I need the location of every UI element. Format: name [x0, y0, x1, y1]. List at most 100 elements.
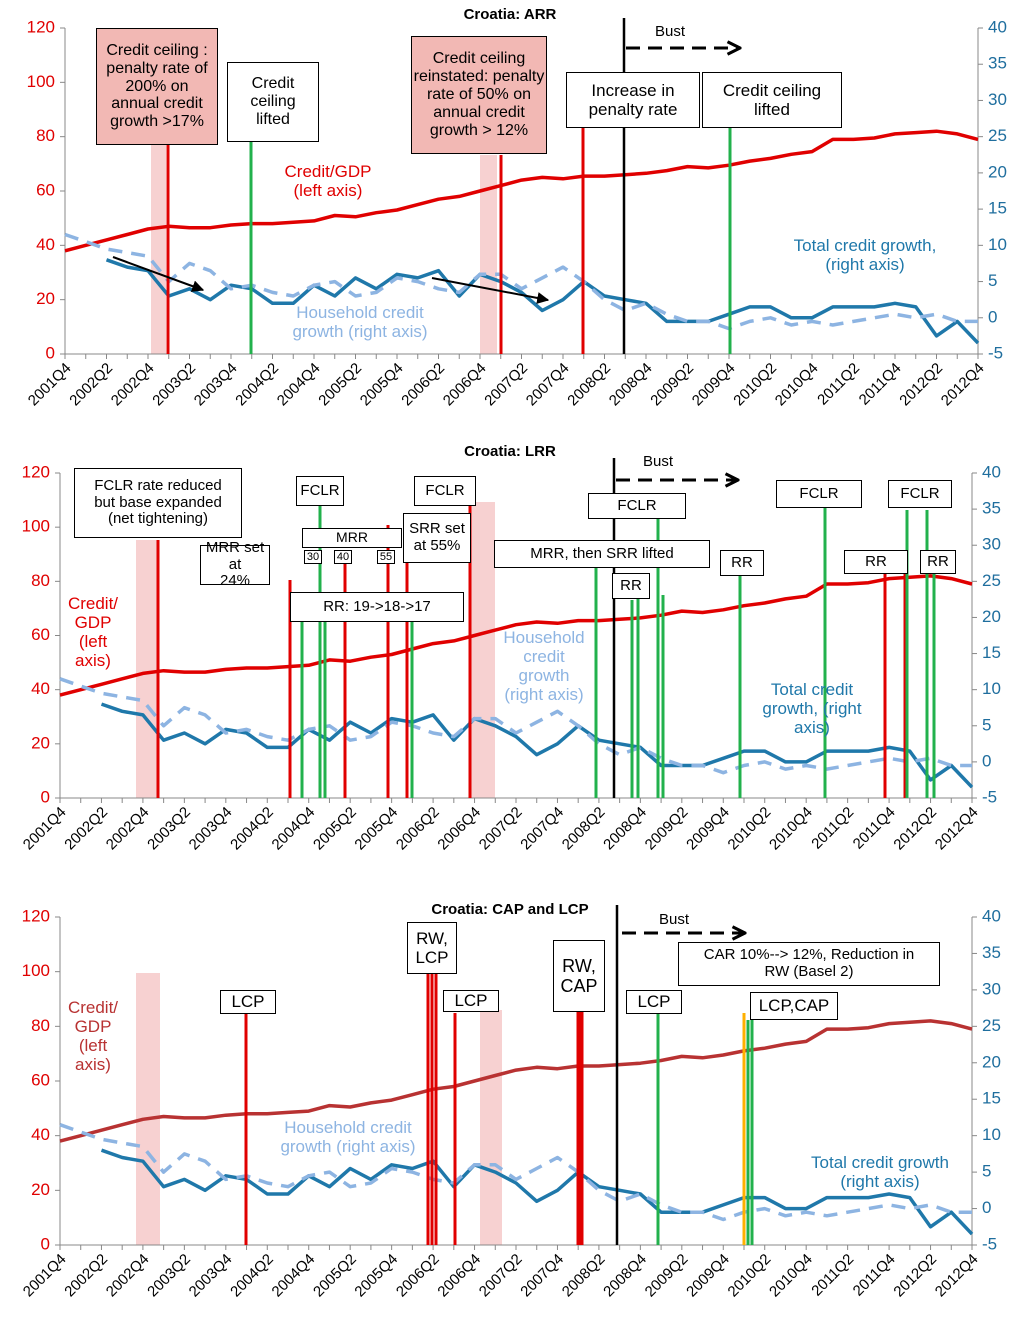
- series-line: [100, 702, 974, 789]
- x-tick-label: 2005Q2: [310, 1251, 360, 1301]
- y2-tick-label: 0: [982, 751, 991, 770]
- chart-title: Croatia: ARR: [464, 6, 557, 23]
- annotation: Increase in penalty rate: [566, 72, 700, 128]
- y-tick-label: 100: [27, 72, 55, 91]
- y-tick-label: 0: [46, 343, 55, 362]
- x-tick-label: 2006Q4: [434, 804, 484, 854]
- series-line: [59, 574, 973, 697]
- y-tick-label: 120: [27, 17, 55, 36]
- y2-tick-label: 30: [982, 535, 1001, 554]
- series-label: Household credit growth (right axis): [280, 1118, 416, 1157]
- y-tick-label: 80: [36, 126, 55, 145]
- x-tick-label: 2012Q2: [890, 1251, 940, 1301]
- y-tick-label: 100: [22, 961, 50, 980]
- y2-tick-label: 15: [982, 643, 1001, 662]
- series-line: [64, 232, 978, 331]
- annotation: LCP: [443, 990, 499, 1012]
- x-tick-label: 2011Q2: [814, 360, 863, 409]
- series-line: [59, 677, 972, 775]
- annotation: RR: [720, 550, 764, 576]
- annotation: FCLR: [888, 480, 952, 508]
- shade: [470, 502, 495, 798]
- x-tick-label: 2002Q4: [103, 804, 153, 854]
- y2-tick-label: 10: [982, 679, 1001, 698]
- x-tick-label: 2012Q4: [932, 1251, 982, 1301]
- shade: [136, 540, 158, 798]
- annotation: LCP: [626, 990, 682, 1014]
- annotation: RR: [612, 573, 650, 599]
- y-tick-label: 60: [31, 625, 50, 644]
- y2-tick-label: -5: [982, 1234, 997, 1253]
- x-tick-label: 2003Q2: [144, 1251, 194, 1301]
- shade: [151, 145, 166, 354]
- annotation: Credit ceiling : penalty rate of 200% on…: [96, 28, 218, 145]
- x-tick-label: 2010Q2: [730, 360, 780, 410]
- annotation: FCLR: [588, 493, 686, 519]
- annotation: 40: [334, 550, 352, 564]
- y-tick-label: 60: [36, 180, 55, 199]
- x-tick-label: 2005Q4: [351, 804, 401, 854]
- series-line: [59, 1123, 972, 1222]
- annotation: LCP: [220, 990, 276, 1014]
- y-tick-label: 40: [31, 1125, 50, 1144]
- annotation: SRR set at 55%: [403, 513, 471, 563]
- annotation: Bust: [654, 22, 685, 40]
- x-tick-label: 2011Q4: [850, 804, 899, 853]
- y-tick-label: 60: [31, 1070, 50, 1089]
- x-tick-label: 2007Q4: [517, 804, 567, 854]
- y-tick-label: 20: [31, 733, 50, 752]
- x-tick-label: 2006Q4: [434, 1251, 484, 1301]
- x-tick-label: 2004Q4: [274, 360, 324, 410]
- x-tick-label: 2003Q2: [149, 360, 199, 410]
- y2-tick-label: 20: [982, 1052, 1001, 1071]
- annotation: FCLR: [776, 480, 862, 508]
- series-label: Credit/ GDP (left axis): [67, 998, 119, 1075]
- series-label: Household credit growth (right axis): [292, 303, 428, 342]
- annotation: Credit ceiling lifted: [227, 62, 319, 142]
- x-tick-label: 2003Q4: [186, 804, 236, 854]
- x-tick-label: 2004Q2: [232, 360, 282, 410]
- y2-tick-label: 25: [982, 1016, 1001, 1035]
- shade: [480, 1010, 502, 1245]
- x-tick-label: 2011Q2: [808, 804, 857, 853]
- x-tick-label: 2009Q4: [689, 360, 739, 410]
- x-tick-label: 2010Q4: [766, 1251, 816, 1301]
- x-tick-label: 2006Q2: [393, 1251, 443, 1301]
- annotation: FCLR rate reduced but base expanded (net…: [74, 468, 242, 538]
- x-tick-label: 2010Q2: [725, 1251, 775, 1301]
- x-tick-label: 2001Q4: [25, 360, 75, 410]
- y2-tick-label: 0: [982, 1198, 991, 1217]
- annotation: 55: [377, 550, 395, 564]
- x-tick-label: 2009Q2: [647, 360, 697, 410]
- x-tick-label: 2006Q4: [440, 360, 490, 410]
- y2-tick-label: -5: [988, 343, 1003, 362]
- x-tick-label: 2012Q4: [932, 804, 982, 854]
- annotation: 30: [304, 550, 322, 564]
- annotation: RW, LCP: [407, 922, 457, 974]
- x-tick-label: 2002Q2: [61, 1251, 111, 1301]
- shade: [136, 973, 160, 1245]
- series-label: Credit/ GDP (left axis): [67, 594, 119, 671]
- y-tick-label: 120: [22, 462, 50, 481]
- y2-tick-label: 30: [988, 90, 1007, 109]
- x-tick-label: 2012Q2: [896, 360, 946, 410]
- series-line: [64, 129, 979, 253]
- x-tick-label: 2007Q2: [476, 804, 526, 854]
- y2-tick-label: 5: [988, 271, 997, 290]
- x-tick-label: 2008Q2: [559, 1251, 609, 1301]
- shade: [480, 155, 497, 354]
- y2-tick-label: 25: [982, 571, 1001, 590]
- y2-tick-label: 15: [982, 1089, 1001, 1108]
- annotation: RR: [920, 550, 956, 574]
- x-tick-label: 2008Q2: [564, 360, 614, 410]
- annotation: Credit ceiling lifted: [702, 72, 842, 128]
- y2-tick-label: 20: [988, 162, 1007, 181]
- x-tick-label: 2009Q4: [683, 804, 733, 854]
- y2-tick-label: 10: [982, 1125, 1001, 1144]
- x-tick-label: 2003Q4: [186, 1251, 236, 1301]
- x-tick-label: 2004Q4: [269, 1251, 319, 1301]
- x-tick-label: 2004Q4: [269, 804, 319, 854]
- y2-tick-label: 35: [982, 499, 1001, 518]
- y-tick-label: 80: [31, 1016, 50, 1035]
- x-tick-label: 2008Q4: [606, 360, 656, 410]
